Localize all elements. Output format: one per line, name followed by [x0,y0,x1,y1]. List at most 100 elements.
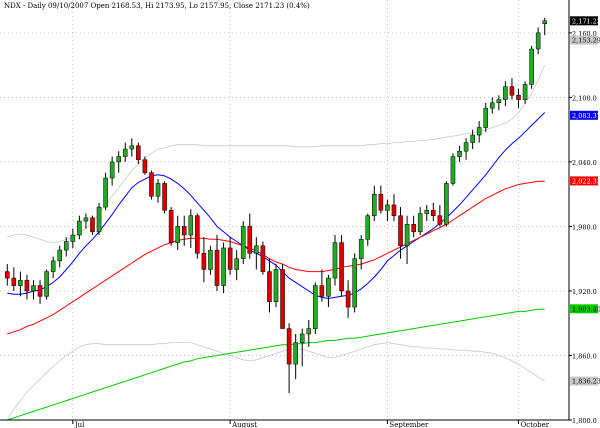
candle-body [142,159,148,173]
candle-body [516,95,521,100]
candle [188,209,194,248]
candle [378,185,384,214]
candle-body [496,99,502,104]
candle-body [129,145,135,150]
candle-body [450,156,456,184]
candle-body [175,226,180,243]
candle-body [149,172,154,197]
candle-body [63,241,69,251]
candle-body [57,249,62,262]
candle-body [24,279,30,292]
candle [404,215,410,265]
candle [234,250,239,281]
price-badge: 2,153.29 [570,35,600,45]
candle-body [168,210,174,243]
candle [516,88,521,109]
chart-title: NDX - Daily 09/10/2007 Open 2168.53, Hi … [4,2,310,10]
candle [96,202,102,236]
candle-body [437,215,443,225]
candle [227,237,233,275]
candle-body [293,342,298,365]
candle-body [260,245,266,272]
candle-body [181,226,187,236]
candle [385,199,390,222]
price-badges: 2,171.23 2,153.29 2,083.37 2,022.33 1,903.40… [570,16,600,386]
candle-body [214,249,220,286]
candle-body [44,271,49,297]
y-tick-label: 1,980.0 [572,223,597,231]
candle-body [247,226,253,254]
price-badge-label: 2,083.37 [572,112,600,120]
candle [18,271,23,297]
candle [509,78,515,100]
y-tick-label: 1,800.0 [572,417,597,425]
candle [240,221,246,265]
candle [437,204,443,227]
candle-body [332,242,338,279]
y-tick-label: 1,920.0 [572,288,597,296]
candle [77,215,82,240]
candle-body [444,183,449,225]
candle [372,185,377,222]
candle [181,215,187,246]
candle [4,264,10,286]
candle-body [18,279,23,286]
candle-body [188,215,194,236]
candle [542,17,548,36]
candle [37,280,43,304]
candle-body [431,210,436,216]
price-badge-box [570,304,598,314]
candle [11,267,17,291]
x-tick-label: October [521,421,550,428]
candle [83,213,89,229]
candle-body [319,285,325,297]
candle [149,170,154,200]
candle [116,151,121,173]
candle [535,27,541,55]
candle [358,235,364,270]
candle-body [267,271,272,302]
candle [168,207,174,246]
candle [424,204,430,222]
candle [24,274,30,300]
candle-body [470,134,475,143]
candle [254,237,259,270]
candle [260,241,266,275]
candle [503,81,508,107]
candle-body [77,220,82,236]
candle [450,153,456,186]
candle-body [457,150,462,157]
candle [208,245,213,275]
candle [162,181,167,214]
candle [391,194,397,222]
x-tick-label: Jul [74,421,85,428]
candle-body [109,161,115,179]
candle-body [208,249,213,270]
candle [457,145,462,162]
x-tick-label: September [389,421,429,428]
candle-body [535,32,541,50]
candle [142,156,148,175]
series-line-band-lower [6,342,545,421]
candle [90,215,95,236]
candle-body [103,177,108,208]
y-axis-ticks: 2,160.0 2,100.0 2,040.0 1,980.0 1,920.0 1,860… [569,30,597,425]
candle [411,215,416,238]
candle-body [201,253,207,270]
candle [155,179,161,203]
candle [63,237,69,257]
price-badge-box [570,176,598,186]
candle-body [286,328,292,365]
price-badge-label: 2,171.23 [572,17,600,25]
candle [280,264,285,329]
candle [306,319,312,347]
price-badge-box [570,376,598,386]
candle [293,333,298,380]
price-badge-box [570,110,598,120]
candle-body [404,224,410,247]
candle-body [273,269,279,302]
candle [332,235,338,286]
candle-body [358,239,364,259]
candle-body [162,183,167,211]
